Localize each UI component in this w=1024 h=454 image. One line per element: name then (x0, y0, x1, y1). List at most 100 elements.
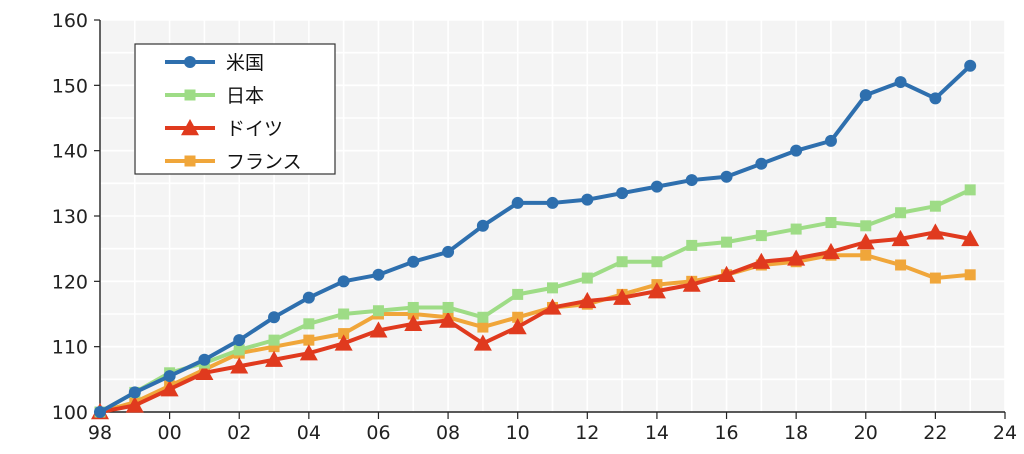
series-layer (91, 59, 980, 420)
y-tick-label: 120 (52, 271, 88, 293)
legend-swatch-marker (184, 56, 196, 68)
data-point (929, 200, 941, 212)
legend-box (134, 43, 336, 175)
data-point (372, 268, 385, 281)
legend-item: フランス (165, 151, 302, 173)
data-point (338, 308, 350, 320)
data-point (546, 196, 559, 209)
data-point (752, 252, 771, 269)
data-point (755, 157, 768, 170)
data-point (860, 220, 872, 232)
data-point (926, 223, 945, 240)
data-point (369, 321, 388, 338)
x-tick-label: 02 (227, 422, 251, 444)
x-tick-label: 24 (993, 422, 1017, 444)
legend-item: ドイツ (165, 118, 283, 140)
legend-swatch-marker (181, 119, 199, 136)
data-point (616, 187, 629, 200)
legend-item: 米国 (165, 52, 264, 74)
x-tick-label: 18 (784, 422, 808, 444)
data-point (860, 249, 872, 261)
y-tick-label: 150 (52, 75, 88, 97)
data-point (859, 89, 872, 102)
data-point (233, 334, 246, 347)
data-point (790, 223, 802, 235)
data-point (824, 134, 837, 147)
data-point (891, 229, 910, 247)
x-tick-label: 14 (645, 422, 669, 444)
data-point (720, 170, 733, 183)
data-point (160, 380, 179, 397)
data-point (476, 219, 489, 232)
data-point (685, 174, 698, 187)
data-point (721, 236, 733, 248)
data-point (477, 311, 489, 323)
data-point (964, 184, 976, 196)
legend-label: 米国 (226, 52, 264, 74)
data-point (303, 318, 315, 330)
data-point (543, 298, 562, 315)
data-point (299, 344, 318, 361)
legend-label: 日本 (226, 85, 264, 107)
x-tick-label: 08 (436, 422, 460, 444)
data-point (961, 229, 980, 247)
data-point (128, 386, 141, 399)
series-1 (94, 59, 977, 418)
data-point (929, 92, 942, 105)
data-point (407, 308, 419, 320)
data-point (268, 341, 280, 353)
data-point (895, 207, 907, 219)
data-point (790, 144, 803, 157)
data-point (613, 288, 632, 305)
series-3 (91, 223, 980, 420)
x-tick-label: 00 (158, 422, 182, 444)
x-tick-label: 06 (366, 422, 390, 444)
x-tick-label: 10 (506, 422, 530, 444)
data-point (787, 249, 806, 266)
data-point (512, 288, 524, 300)
data-point (372, 305, 384, 317)
legend-swatch-marker (184, 155, 196, 167)
data-point (964, 59, 977, 72)
data-point (929, 272, 941, 284)
data-point (647, 282, 666, 299)
data-point (125, 396, 144, 413)
data-point (473, 334, 492, 351)
data-point (895, 259, 907, 271)
data-point (198, 353, 211, 366)
legend-swatch-marker (184, 89, 196, 101)
data-point (511, 196, 524, 209)
data-point (682, 275, 701, 292)
data-point (581, 193, 594, 206)
y-tick-label: 140 (52, 141, 88, 163)
x-tick-label: 20 (854, 422, 878, 444)
data-point (578, 291, 597, 309)
x-tick-label: 16 (714, 422, 738, 444)
data-point (230, 357, 249, 374)
legend-label: フランス (226, 151, 302, 173)
data-point (268, 311, 281, 324)
data-point (334, 334, 353, 351)
data-point (650, 180, 663, 193)
data-point (439, 311, 458, 328)
data-point (302, 291, 315, 304)
data-point (338, 328, 350, 340)
axes: 100 110 120 130 140 150 160 98 00 02 04 06 08 10 12 14 1… (52, 10, 1017, 444)
y-tick-label: 130 (52, 206, 88, 228)
data-point (265, 350, 284, 367)
series-line (99, 230, 971, 414)
series-line (99, 64, 972, 414)
data-point (407, 255, 420, 268)
data-point (404, 314, 423, 331)
data-point (442, 301, 454, 313)
data-point (94, 406, 106, 418)
data-point (337, 275, 350, 288)
data-point (616, 256, 628, 268)
series-2 (94, 184, 976, 418)
x-tick-label: 22 (923, 422, 947, 444)
y-tick-label: 110 (52, 337, 88, 359)
data-point (512, 311, 524, 323)
data-point (268, 334, 280, 346)
